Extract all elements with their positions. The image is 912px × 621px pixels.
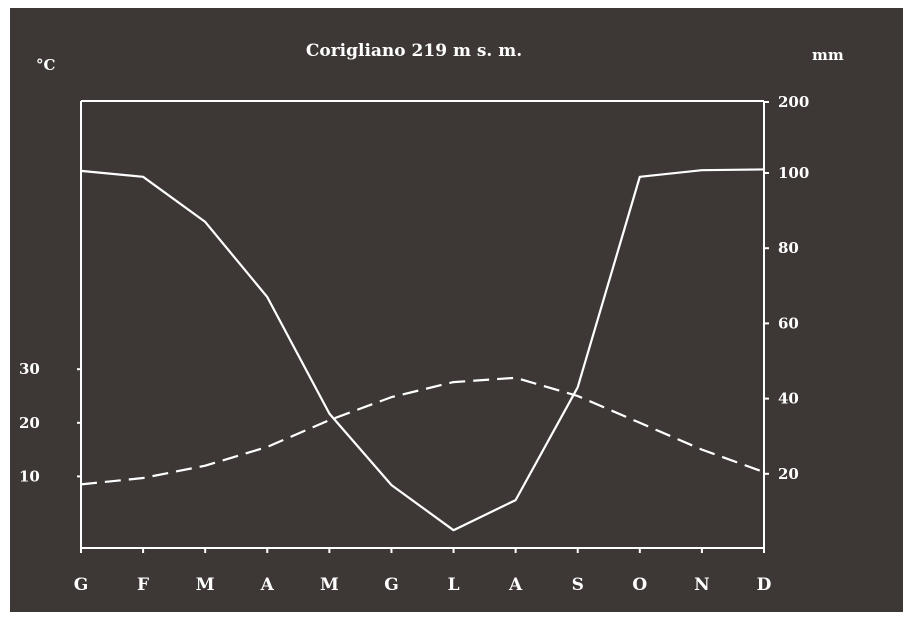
x-tick-label: O — [632, 575, 647, 595]
x-tick-label: M — [196, 575, 215, 595]
x-tick-label: N — [694, 575, 710, 595]
x-tick-label: L — [448, 575, 460, 595]
x-tick-label: D — [757, 575, 772, 595]
precipitation-line — [80, 168, 765, 532]
left-tick-label: 30 — [19, 360, 40, 378]
left-tick-label: 10 — [19, 467, 40, 485]
x-tick-label: S — [572, 575, 584, 595]
series-layer — [80, 168, 765, 532]
right-tick-label: 200 — [778, 93, 809, 111]
climate-chart: Corigliano 219 m s. m. °C mm 10 20 30 20 40… — [19, 41, 844, 595]
x-tick-label: F — [137, 575, 149, 595]
chart-title: Corigliano 219 m s. m. — [306, 41, 522, 61]
left-axis-ticks: 10 20 30 — [19, 360, 81, 485]
right-tick-label: 100 — [778, 164, 809, 182]
x-tick-label: G — [384, 575, 399, 595]
axes — [80, 100, 765, 549]
right-tick-label: 40 — [778, 390, 799, 408]
x-tick-label: A — [260, 575, 275, 595]
x-tick-label: M — [320, 575, 339, 595]
right-tick-label: 60 — [778, 314, 799, 332]
right-tick-label: 80 — [778, 239, 799, 257]
chart-figure: Corigliano 219 m s. m. °C mm 10 20 30 20 40… — [10, 8, 903, 612]
x-tick-label: G — [74, 575, 89, 595]
temperature-line — [80, 376, 765, 486]
left-tick-label: 20 — [19, 414, 40, 432]
right-tick-label: 20 — [778, 465, 799, 483]
right-axis-ticks: 20 40 60 80 100 200 — [764, 93, 809, 483]
right-axis-unit: mm — [812, 46, 844, 64]
left-axis-unit: °C — [36, 56, 56, 74]
x-tick-label: A — [508, 575, 523, 595]
